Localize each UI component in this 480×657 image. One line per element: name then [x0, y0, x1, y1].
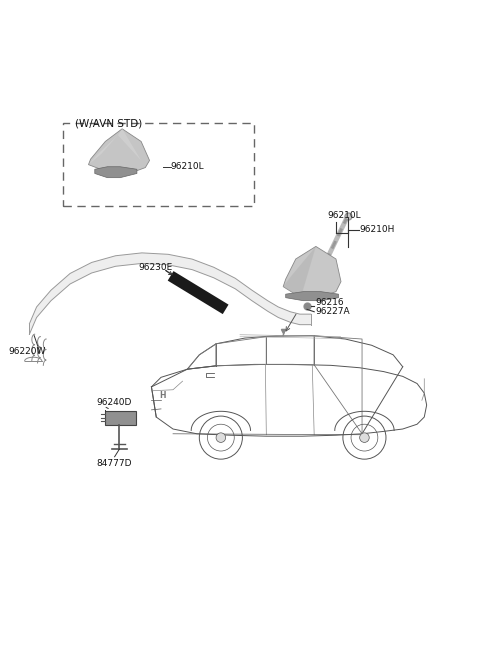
Text: 96216: 96216 — [315, 298, 344, 307]
FancyBboxPatch shape — [63, 123, 254, 206]
Text: 96240D: 96240D — [96, 399, 132, 407]
Polygon shape — [283, 246, 331, 298]
Text: 96210L: 96210L — [170, 162, 204, 171]
Polygon shape — [88, 129, 150, 173]
Text: 84777D: 84777D — [96, 459, 132, 468]
Bar — [105, 411, 136, 425]
Text: H: H — [159, 391, 166, 400]
Text: 96227A: 96227A — [315, 307, 350, 316]
Circle shape — [360, 433, 369, 442]
Text: (W/AVN STD): (W/AVN STD) — [75, 119, 142, 129]
Circle shape — [216, 433, 226, 442]
Text: 96220W: 96220W — [8, 347, 46, 356]
Polygon shape — [95, 167, 137, 177]
Text: 96210L: 96210L — [327, 212, 361, 220]
Polygon shape — [286, 292, 338, 301]
Polygon shape — [283, 246, 341, 298]
Text: 96210H: 96210H — [360, 225, 395, 235]
Polygon shape — [29, 253, 311, 334]
Polygon shape — [88, 129, 141, 165]
Text: 96230E: 96230E — [139, 263, 173, 272]
